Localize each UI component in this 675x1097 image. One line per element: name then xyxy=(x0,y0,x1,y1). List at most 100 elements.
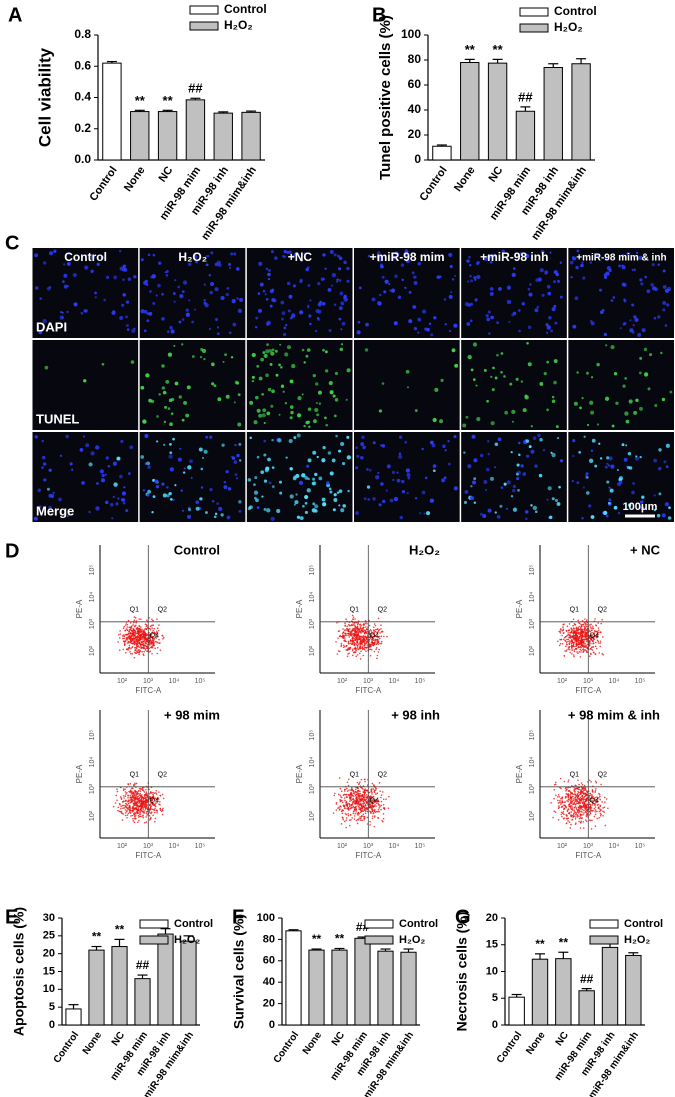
cell-nucleus xyxy=(501,352,504,355)
cell-nucleus xyxy=(540,268,544,272)
event-dot xyxy=(364,649,366,651)
cell-nucleus xyxy=(509,383,512,386)
cell-nucleus xyxy=(628,452,631,455)
cell-nucleus xyxy=(140,386,144,390)
cell-nucleus xyxy=(236,381,239,384)
event-dot xyxy=(367,817,369,819)
event-dot xyxy=(580,827,582,829)
cell-nucleus xyxy=(625,444,627,446)
cell-nucleus xyxy=(264,354,268,358)
cell-nucleus xyxy=(83,379,86,382)
event-dot xyxy=(133,635,135,637)
y-axis-label: Necrosis cells (%) xyxy=(454,912,470,1032)
cell-nucleus xyxy=(283,333,286,336)
cell-nucleus xyxy=(465,302,469,306)
y-tick-label: 40 xyxy=(408,102,422,116)
cell-nucleus xyxy=(610,345,614,349)
significance: ** xyxy=(135,93,146,108)
event-dot xyxy=(590,648,592,650)
event-dot xyxy=(355,791,357,793)
cell-nucleus xyxy=(328,451,331,454)
cell-nucleus xyxy=(512,421,514,423)
cell-nucleus xyxy=(466,322,470,326)
event-dot xyxy=(146,794,148,796)
event-dot xyxy=(582,635,584,637)
event-dot xyxy=(567,810,569,812)
event-dot xyxy=(571,649,573,651)
cell-nucleus xyxy=(487,453,489,455)
event-dot xyxy=(584,789,586,791)
event-dot xyxy=(357,823,359,825)
event-dot xyxy=(550,802,552,804)
cell-nucleus xyxy=(635,456,639,460)
event-dot xyxy=(571,653,573,655)
cell-nucleus xyxy=(518,330,521,333)
cell-nucleus xyxy=(604,333,607,336)
cell-nucleus xyxy=(41,440,44,443)
cell-nucleus xyxy=(501,486,504,489)
cell-nucleus xyxy=(618,512,620,514)
event-dot xyxy=(348,641,350,643)
event-dot xyxy=(341,811,343,813)
cell-nucleus xyxy=(258,262,262,266)
event-dot xyxy=(134,808,136,810)
event-dot xyxy=(344,821,346,823)
cell-nucleus xyxy=(392,479,394,481)
cell-nucleus xyxy=(552,400,556,404)
event-dot xyxy=(577,816,579,818)
cell-nucleus xyxy=(608,464,610,466)
event-dot xyxy=(602,815,604,817)
cell-nucleus xyxy=(419,512,421,514)
event-dot xyxy=(595,809,597,811)
flow-y-label: PE-A xyxy=(515,764,524,783)
cell-nucleus xyxy=(560,262,562,264)
cell-nucleus xyxy=(47,488,50,491)
event-dot xyxy=(130,795,132,797)
event-dot xyxy=(145,806,147,808)
event-dot xyxy=(580,649,582,651)
cell-nucleus xyxy=(183,471,185,473)
cell-nucleus xyxy=(507,300,511,304)
y-tick-label: 0.6 xyxy=(74,58,91,72)
cell-nucleus xyxy=(253,420,257,424)
x-tick-label: Control xyxy=(417,165,449,204)
cell-nucleus xyxy=(120,440,123,443)
cell-nucleus xyxy=(259,377,263,381)
significance: ** xyxy=(465,42,476,57)
cell-nucleus xyxy=(474,502,476,504)
cell-nucleus xyxy=(668,506,671,509)
event-dot xyxy=(360,809,362,811)
event-dot xyxy=(357,647,359,649)
event-dot xyxy=(344,646,346,648)
cell-nucleus xyxy=(578,451,581,454)
event-dot xyxy=(357,793,359,795)
event-dot xyxy=(382,791,384,793)
cell-nucleus xyxy=(605,344,607,346)
event-dot xyxy=(366,790,368,792)
event-dot xyxy=(589,780,591,782)
cell-nucleus xyxy=(161,317,165,321)
cell-nucleus xyxy=(261,495,263,497)
cell-nucleus xyxy=(299,310,303,314)
event-dot xyxy=(133,636,135,638)
cell-nucleus xyxy=(263,290,266,293)
cell-nucleus xyxy=(209,291,213,295)
event-dot xyxy=(586,799,588,801)
event-dot xyxy=(593,646,595,648)
event-dot xyxy=(576,788,578,790)
cell-nucleus xyxy=(472,480,476,484)
event-dot xyxy=(380,809,382,811)
event-dot xyxy=(347,655,349,657)
event-dot xyxy=(569,640,571,642)
cell-nucleus xyxy=(662,308,665,311)
event-dot xyxy=(595,625,597,627)
event-dot xyxy=(155,792,157,794)
cell-nucleus xyxy=(271,517,275,521)
y-tick-label: 0.2 xyxy=(74,121,91,135)
cell-nucleus xyxy=(623,299,626,302)
cell-nucleus xyxy=(586,472,589,475)
event-dot xyxy=(371,793,373,795)
event-dot xyxy=(600,640,602,642)
event-dot xyxy=(141,806,143,808)
event-dot xyxy=(342,819,344,821)
